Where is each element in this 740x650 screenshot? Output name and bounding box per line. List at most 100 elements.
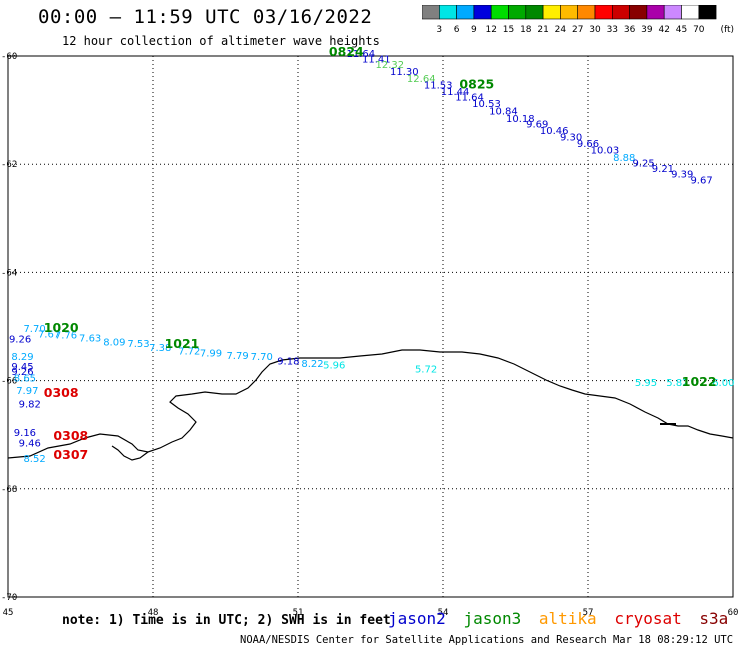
x-tick-label: 51: [293, 608, 304, 618]
y-tick-label: -70: [1, 593, 17, 603]
sat-s3a: s3a: [699, 609, 729, 628]
colorbar-label: 9: [471, 25, 477, 35]
footer-note: note: 1) Time is in UTC; 2) SWH is in fe…: [62, 613, 391, 628]
wave-height-value: 7.79: [226, 351, 248, 362]
x-tick-label: 54: [438, 608, 449, 618]
colorbar-label: 39: [641, 25, 653, 35]
wave-height-value: 10.53: [472, 99, 501, 110]
colorbar-label: 70: [693, 25, 705, 35]
colorbar-label: 36: [624, 25, 636, 35]
wave-height-value: 7.70: [251, 352, 273, 363]
coastline: [7, 349, 734, 461]
wave-height-value: 8.52: [23, 454, 45, 465]
colorbar-label: 27: [572, 25, 583, 35]
wave-height-value: 8.29: [11, 352, 33, 363]
pass-time-label: 0308: [44, 385, 79, 400]
wave-height-value: 8.88: [613, 153, 635, 164]
pass-time-label: 1022: [682, 374, 717, 389]
colorbar-label: 12: [485, 25, 496, 35]
colorbar-label: 24: [555, 25, 567, 35]
sat-jason2: jason2: [388, 609, 446, 628]
wave-height-value: 9.46: [19, 439, 41, 450]
wave-height-value: 6.00: [712, 378, 734, 389]
wave-height-value: 9.45: [11, 362, 33, 373]
wave-height-value: 8.09: [103, 337, 125, 348]
wave-height-value: 9.82: [19, 400, 41, 411]
sat-altika: altika: [538, 609, 597, 628]
x-tick-label: 57: [583, 608, 594, 618]
colorbar-unit: (ft): [720, 25, 734, 35]
color-legend: 3 6 9 12 15 18 21 24 27 30 33 36 39 42 45 70 (ft): [422, 5, 734, 35]
colorbar-label: 18: [520, 25, 532, 35]
wave-height-value: 12.32: [376, 60, 405, 71]
wave-height-value: 7.76: [55, 330, 77, 341]
wave-height-value: 7.67: [38, 329, 60, 340]
colorbar-label: 30: [589, 25, 601, 35]
wave-height-value: 9.21: [652, 164, 674, 175]
wave-height-value: 7.53: [127, 339, 149, 350]
wave-height-value: 7.72: [178, 347, 200, 358]
wave-height-value: 9.39: [671, 170, 693, 181]
wave-height-value: 7.38: [149, 343, 171, 354]
chart-subtitle: 12 hour collection of altimeter wave hei…: [62, 34, 380, 48]
wave-height-value: 10.46: [540, 126, 569, 137]
wave-height-value: 7.70: [23, 324, 45, 335]
wave-height-value: 11.41: [362, 54, 391, 65]
wave-height-value: 9.67: [690, 176, 712, 187]
y-tick-label: -68: [1, 485, 17, 495]
x-tick-label: 45: [3, 608, 14, 618]
x-tick-label: 48: [148, 608, 159, 618]
credit-line: NOAA/NESDIS Center for Satellite Applica…: [240, 634, 740, 646]
coastline-path: [7, 349, 734, 459]
wave-height-value: 11.53: [424, 80, 453, 91]
wave-height-value: 8.65: [14, 374, 36, 385]
x-tick-label: 60: [728, 608, 739, 618]
pass-time-label: 0825: [459, 76, 494, 91]
wave-height-value: 12.64: [407, 74, 436, 85]
wave-height-value: 11.30: [390, 67, 419, 78]
wave-height-value: 11.64: [347, 49, 376, 60]
wave-height-value: 7.97: [16, 386, 38, 397]
wave-height-value: 11.44: [441, 87, 470, 98]
wave-height-value: 9.26: [9, 335, 31, 346]
sat-jason3: jason3: [463, 609, 522, 628]
colorbar-label: 3: [436, 25, 442, 35]
pass-time-label: 0824: [329, 44, 364, 59]
pass-time-labels: 0824 0825 1020 1021 1022 0308 0308 0307: [44, 44, 717, 462]
chart-title: 00:00 – 11:59 UTC 03/16/2022: [38, 6, 373, 28]
wave-height-value: 11.64: [455, 92, 484, 103]
wave-height-value: 7.63: [79, 334, 101, 345]
pass-time-label: 0307: [53, 447, 88, 462]
coastline-inlet: [111, 445, 149, 461]
wave-height-value: 9.25: [632, 158, 654, 169]
wave-height-value: 5.95: [635, 378, 657, 389]
wave-height-labels: 11.6411.4112.3211.3012.6411.5311.4411.64…: [9, 49, 735, 465]
wave-height-value: 9.66: [577, 139, 599, 150]
y-tick-label: -64: [1, 268, 17, 278]
y-tick-label: -62: [1, 160, 17, 170]
wave-height-value: 10.84: [489, 106, 518, 117]
colorbar-label: 33: [607, 25, 618, 35]
wave-height-value: 7.99: [200, 348, 222, 359]
plot-border: [7, 55, 734, 598]
colorbar-label: 21: [537, 25, 548, 35]
colorbar-label: 42: [658, 25, 669, 35]
wave-height-value: 5.82: [666, 378, 688, 389]
axis-ticks: 45 48 51 54 57 60 -60 -62 -64 -66 -68 -70: [1, 52, 738, 618]
wave-height-value: 10.03: [591, 145, 620, 156]
y-tick-label: -60: [1, 52, 17, 62]
pass-time-label: 0308: [53, 428, 88, 443]
wave-height-value: 9.16: [14, 428, 36, 439]
colorbar-label: 45: [676, 25, 687, 35]
wave-height-value: 9.69: [526, 119, 548, 130]
sat-cryosat: cryosat: [614, 609, 682, 628]
wave-height-value: 10.18: [506, 114, 535, 125]
wave-height-value: 9.26: [11, 367, 33, 378]
plot-frame: [7, 55, 734, 598]
colorbar-label: 15: [503, 25, 514, 35]
pass-time-label: 1020: [44, 320, 79, 335]
wave-height-value: 8.22: [301, 359, 323, 370]
satellite-legend: jason2 jason3 altika cryosat s3a: [388, 609, 736, 628]
pass-time-label: 1021: [165, 336, 200, 351]
